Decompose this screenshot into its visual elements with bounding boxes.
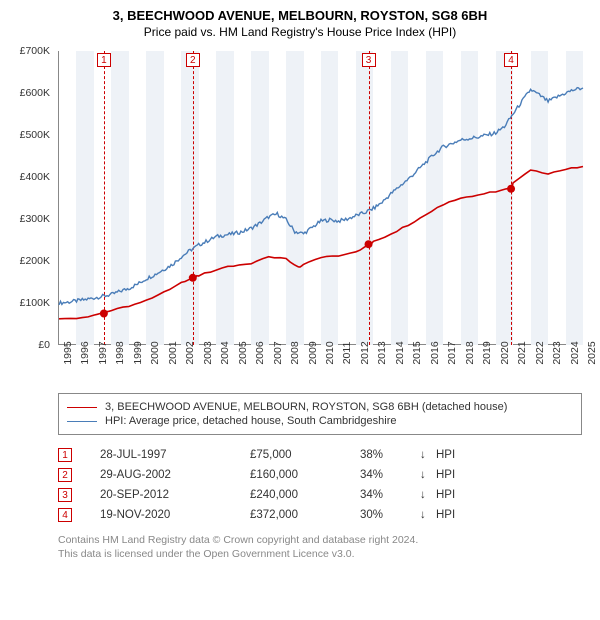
series-line <box>59 88 583 305</box>
y-axis-label: £300K <box>0 213 50 225</box>
sale-ref: HPI <box>436 489 476 501</box>
x-axis-label: 2002 <box>184 341 196 364</box>
x-axis-label: 2019 <box>481 341 493 364</box>
legend-label: 3, BEECHWOOD AVENUE, MELBOURN, ROYSTON, … <box>105 401 507 413</box>
sale-price: £75,000 <box>250 449 360 461</box>
sale-index: 3 <box>58 488 72 502</box>
x-axis-label: 2001 <box>167 341 179 364</box>
x-axis-label: 2012 <box>359 341 371 364</box>
x-axis-label: 2014 <box>394 341 406 364</box>
sale-ref: HPI <box>436 449 476 461</box>
sale-pct: 34% <box>360 489 420 501</box>
sale-ref: HPI <box>436 509 476 521</box>
x-axis-label: 2022 <box>534 341 546 364</box>
x-axis-label: 2016 <box>429 341 441 364</box>
sale-index: 4 <box>58 508 72 522</box>
x-axis-label: 2003 <box>202 341 214 364</box>
x-axis-label: 2000 <box>149 341 161 364</box>
down-arrow-icon: ↓ <box>420 489 436 501</box>
legend-label: HPI: Average price, detached house, Sout… <box>105 415 396 427</box>
subtitle: Price paid vs. HM Land Registry's House … <box>10 25 590 39</box>
legend-item: HPI: Average price, detached house, Sout… <box>67 414 573 428</box>
y-axis-label: £700K <box>0 45 50 57</box>
page-title: 3, BEECHWOOD AVENUE, MELBOURN, ROYSTON, … <box>10 8 590 23</box>
x-axis-label: 2007 <box>272 341 284 364</box>
sales-row: 3 20-SEP-2012£240,00034%↓HPI <box>58 485 582 505</box>
footnote: Contains HM Land Registry data © Crown c… <box>58 533 582 561</box>
y-axis-label: £200K <box>0 255 50 267</box>
x-axis-label: 2009 <box>307 341 319 364</box>
sale-price: £240,000 <box>250 489 360 501</box>
sale-date: 28-JUL-1997 <box>100 449 250 461</box>
x-axis-label: 2006 <box>254 341 266 364</box>
sale-price: £372,000 <box>250 509 360 521</box>
down-arrow-icon: ↓ <box>420 509 436 521</box>
x-axis-label: 2013 <box>376 341 388 364</box>
y-axis-label: £0 <box>0 339 50 351</box>
series-line <box>59 167 583 319</box>
y-axis-label: £500K <box>0 129 50 141</box>
sale-date: 20-SEP-2012 <box>100 489 250 501</box>
x-axis-label: 2010 <box>324 341 336 364</box>
legend-swatch <box>67 407 97 408</box>
x-axis-label: 1995 <box>62 341 74 364</box>
sale-marker <box>507 185 515 193</box>
x-axis-label: 2024 <box>569 341 581 364</box>
x-axis-label: 1996 <box>79 341 91 364</box>
sale-index: 1 <box>58 448 72 462</box>
y-axis-label: £400K <box>0 171 50 183</box>
footnote-line2: This data is licensed under the Open Gov… <box>58 548 355 560</box>
sale-pct: 38% <box>360 449 420 461</box>
sale-date: 29-AUG-2002 <box>100 469 250 481</box>
plot-area: 1234 <box>58 51 582 345</box>
down-arrow-icon: ↓ <box>420 449 436 461</box>
sales-row: 1 28-JUL-1997£75,00038%↓HPI <box>58 445 582 465</box>
x-axis-label: 1999 <box>132 341 144 364</box>
x-axis-label: 2018 <box>464 341 476 364</box>
footnote-line1: Contains HM Land Registry data © Crown c… <box>58 534 418 546</box>
sale-marker <box>365 240 373 248</box>
sales-row: 4 19-NOV-2020£372,00030%↓HPI <box>58 505 582 525</box>
x-axis-label: 2023 <box>551 341 563 364</box>
x-axis-label: 2008 <box>289 341 301 364</box>
sale-date: 19-NOV-2020 <box>100 509 250 521</box>
x-axis-label: 2015 <box>411 341 423 364</box>
x-axis-label: 2020 <box>499 341 511 364</box>
sale-index: 2 <box>58 468 72 482</box>
sale-pct: 34% <box>360 469 420 481</box>
legend-swatch <box>67 421 97 422</box>
x-axis-label: 2011 <box>341 342 353 365</box>
x-axis-label: 1998 <box>114 341 126 364</box>
sale-marker <box>100 310 108 318</box>
sale-marker <box>189 274 197 282</box>
x-axis-label: 2025 <box>586 341 598 364</box>
y-axis-label: £100K <box>0 297 50 309</box>
legend: 3, BEECHWOOD AVENUE, MELBOURN, ROYSTON, … <box>58 393 582 435</box>
sale-pct: 30% <box>360 509 420 521</box>
y-axis-label: £600K <box>0 87 50 99</box>
chart: 1234 £0£100K£200K£300K£400K£500K£600K£70… <box>10 47 590 387</box>
sales-table: 128-JUL-1997£75,00038%↓HPI229-AUG-2002£1… <box>58 445 582 525</box>
x-axis-label: 2021 <box>516 341 528 364</box>
sales-row: 2 29-AUG-2002£160,00034%↓HPI <box>58 465 582 485</box>
sale-price: £160,000 <box>250 469 360 481</box>
down-arrow-icon: ↓ <box>420 469 436 481</box>
x-axis-label: 1997 <box>97 341 109 364</box>
x-axis-label: 2004 <box>219 341 231 364</box>
legend-item: 3, BEECHWOOD AVENUE, MELBOURN, ROYSTON, … <box>67 400 573 414</box>
x-axis-label: 2005 <box>237 341 249 364</box>
x-axis-label: 2017 <box>446 341 458 364</box>
sale-ref: HPI <box>436 469 476 481</box>
